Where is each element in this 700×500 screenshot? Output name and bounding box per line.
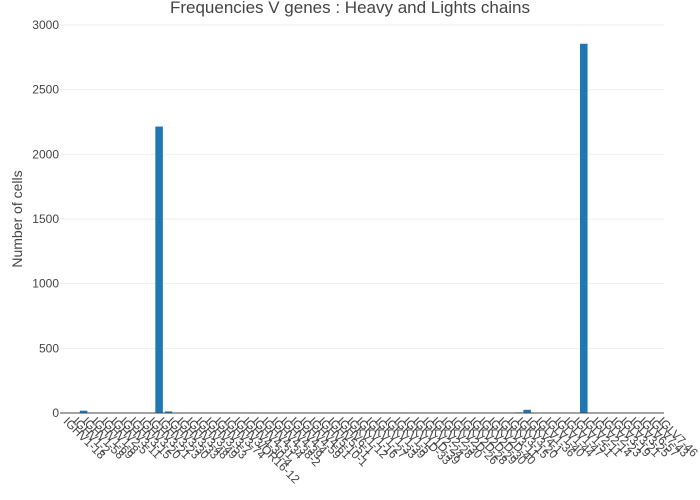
y-tick-label: 3000 bbox=[32, 18, 59, 32]
bar-ighv3-23[interactable] bbox=[155, 126, 163, 413]
bars bbox=[60, 43, 664, 414]
bar-ighv1-58[interactable] bbox=[79, 410, 88, 413]
y-tick-label: 0 bbox=[52, 406, 59, 420]
y-tick-label: 2500 bbox=[32, 83, 59, 97]
y-tick-label: 2000 bbox=[32, 147, 59, 161]
bar-ighv3-30[interactable] bbox=[164, 411, 173, 413]
y-axis-title: Number of cells bbox=[9, 170, 25, 267]
y-axis-ticks: 0 500 1000 1500 2000 2500 3000 bbox=[32, 18, 59, 420]
chart-title: Frequencies V genes : Heavy and Lights c… bbox=[170, 0, 530, 17]
gridlines bbox=[60, 24, 664, 349]
bar-iglv2-11[interactable] bbox=[580, 43, 588, 414]
y-tick-label: 1500 bbox=[32, 212, 59, 226]
x-axis-ticks: IGHV1-18IGHV1-2IGHV1-58IGHV1-69IGHV1-8IG… bbox=[61, 414, 700, 486]
bar-igkv4-1[interactable] bbox=[523, 409, 531, 413]
y-tick-label: 1000 bbox=[32, 277, 59, 291]
y-tick-label: 500 bbox=[39, 341, 59, 355]
